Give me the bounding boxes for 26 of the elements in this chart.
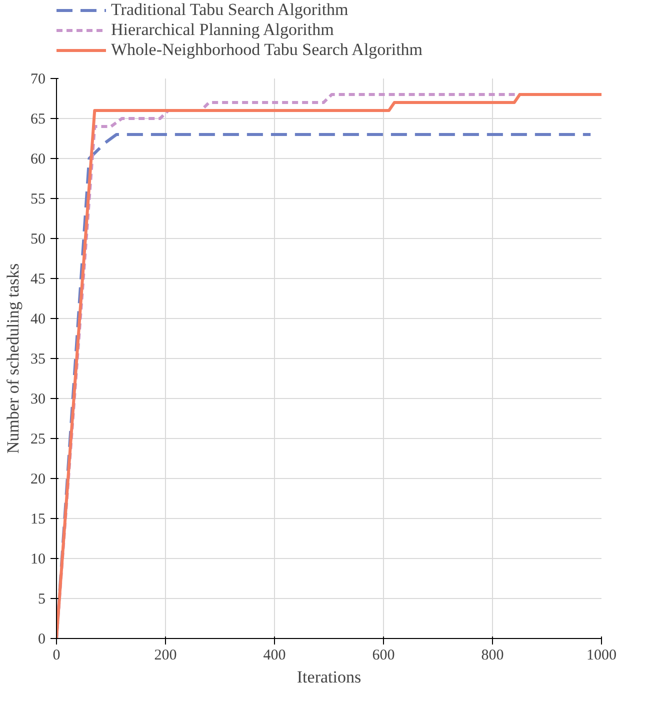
x-tick-label: 400 [263,648,286,664]
x-tick-label: 0 [52,648,60,664]
x-tick-label: 800 [481,648,504,664]
y-tick-label: 0 [38,632,46,648]
y-tick-label: 20 [30,472,46,488]
y-tick-label: 30 [30,392,46,408]
x-axis-title: Iterations [296,668,362,686]
y-tick-label: 25 [30,432,46,448]
legend-label: Traditional Tabu Search Algorithm [111,0,348,20]
x-tick-label: 200 [154,648,177,664]
y-tick-label: 15 [30,512,46,528]
y-axis-title: Number of scheduling tasks [4,263,22,454]
legend-label: Whole-Neighborhood Tabu Search Algorithm [111,40,423,60]
y-tick-label: 50 [30,232,46,248]
y-tick-label: 35 [30,352,46,368]
y-tick-label: 45 [30,272,46,288]
y-tick-label: 70 [30,72,46,88]
legend-label: Hierarchical Planning Algorithm [111,20,334,40]
x-tick-label: 600 [372,648,395,664]
y-tick-label: 60 [30,152,46,168]
y-tick-label: 40 [30,312,46,328]
y-tick-label: 65 [30,112,46,128]
y-tick-label: 10 [30,552,46,568]
y-tick-label: 5 [38,592,46,608]
y-tick-label: 55 [30,192,46,208]
x-tick-label: 1000 [586,648,616,664]
